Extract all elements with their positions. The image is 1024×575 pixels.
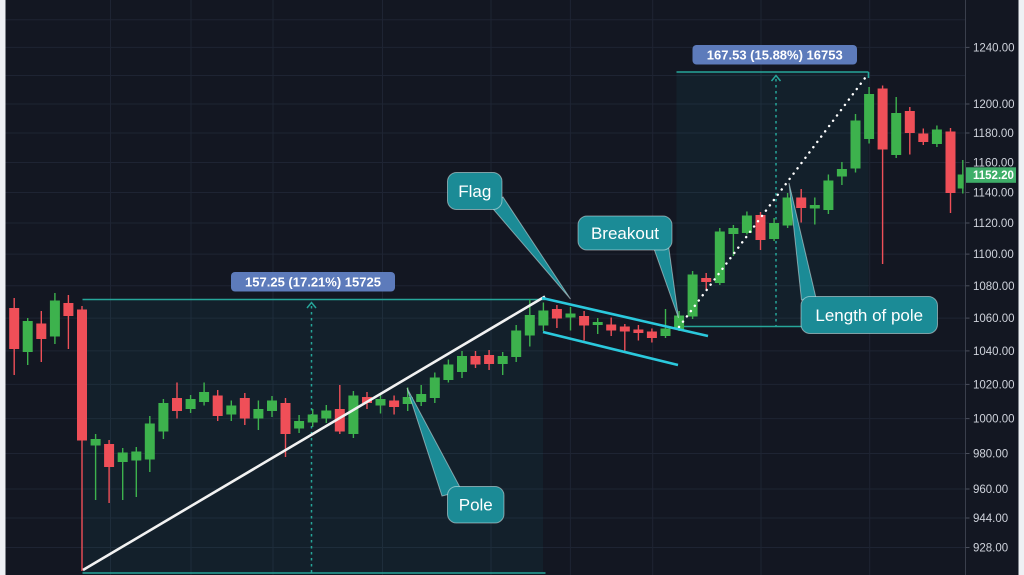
- svg-text:157.25 (17.21%) 15725: 157.25 (17.21%) 15725: [245, 274, 381, 289]
- svg-text:944.00: 944.00: [973, 513, 1008, 525]
- svg-text:1140.00: 1140.00: [973, 188, 1014, 200]
- svg-text:1080.00: 1080.00: [973, 281, 1015, 293]
- svg-text:1060.00: 1060.00: [973, 313, 1015, 325]
- svg-text:960.00: 960.00: [973, 484, 1008, 496]
- svg-text:1180.00: 1180.00: [973, 128, 1014, 140]
- svg-text:1000.00: 1000.00: [973, 414, 1015, 426]
- svg-text:Pole: Pole: [459, 496, 493, 515]
- svg-text:1040.00: 1040.00: [973, 346, 1015, 358]
- svg-text:1152.20: 1152.20: [973, 170, 1014, 182]
- svg-text:Length of pole: Length of pole: [815, 306, 923, 325]
- svg-text:167.53 (15.88%) 16753: 167.53 (15.88%) 16753: [707, 47, 843, 62]
- svg-text:1200.00: 1200.00: [973, 99, 1015, 111]
- svg-text:1120.00: 1120.00: [973, 218, 1014, 230]
- svg-text:1160.00: 1160.00: [973, 158, 1014, 170]
- svg-text:1020.00: 1020.00: [973, 379, 1015, 391]
- svg-text:Breakout: Breakout: [591, 224, 659, 243]
- svg-text:980.00: 980.00: [973, 449, 1008, 461]
- svg-text:Flag: Flag: [458, 182, 491, 201]
- svg-text:1100.00: 1100.00: [973, 249, 1014, 261]
- svg-text:928.00: 928.00: [973, 543, 1008, 555]
- svg-text:1240.00: 1240.00: [973, 42, 1015, 54]
